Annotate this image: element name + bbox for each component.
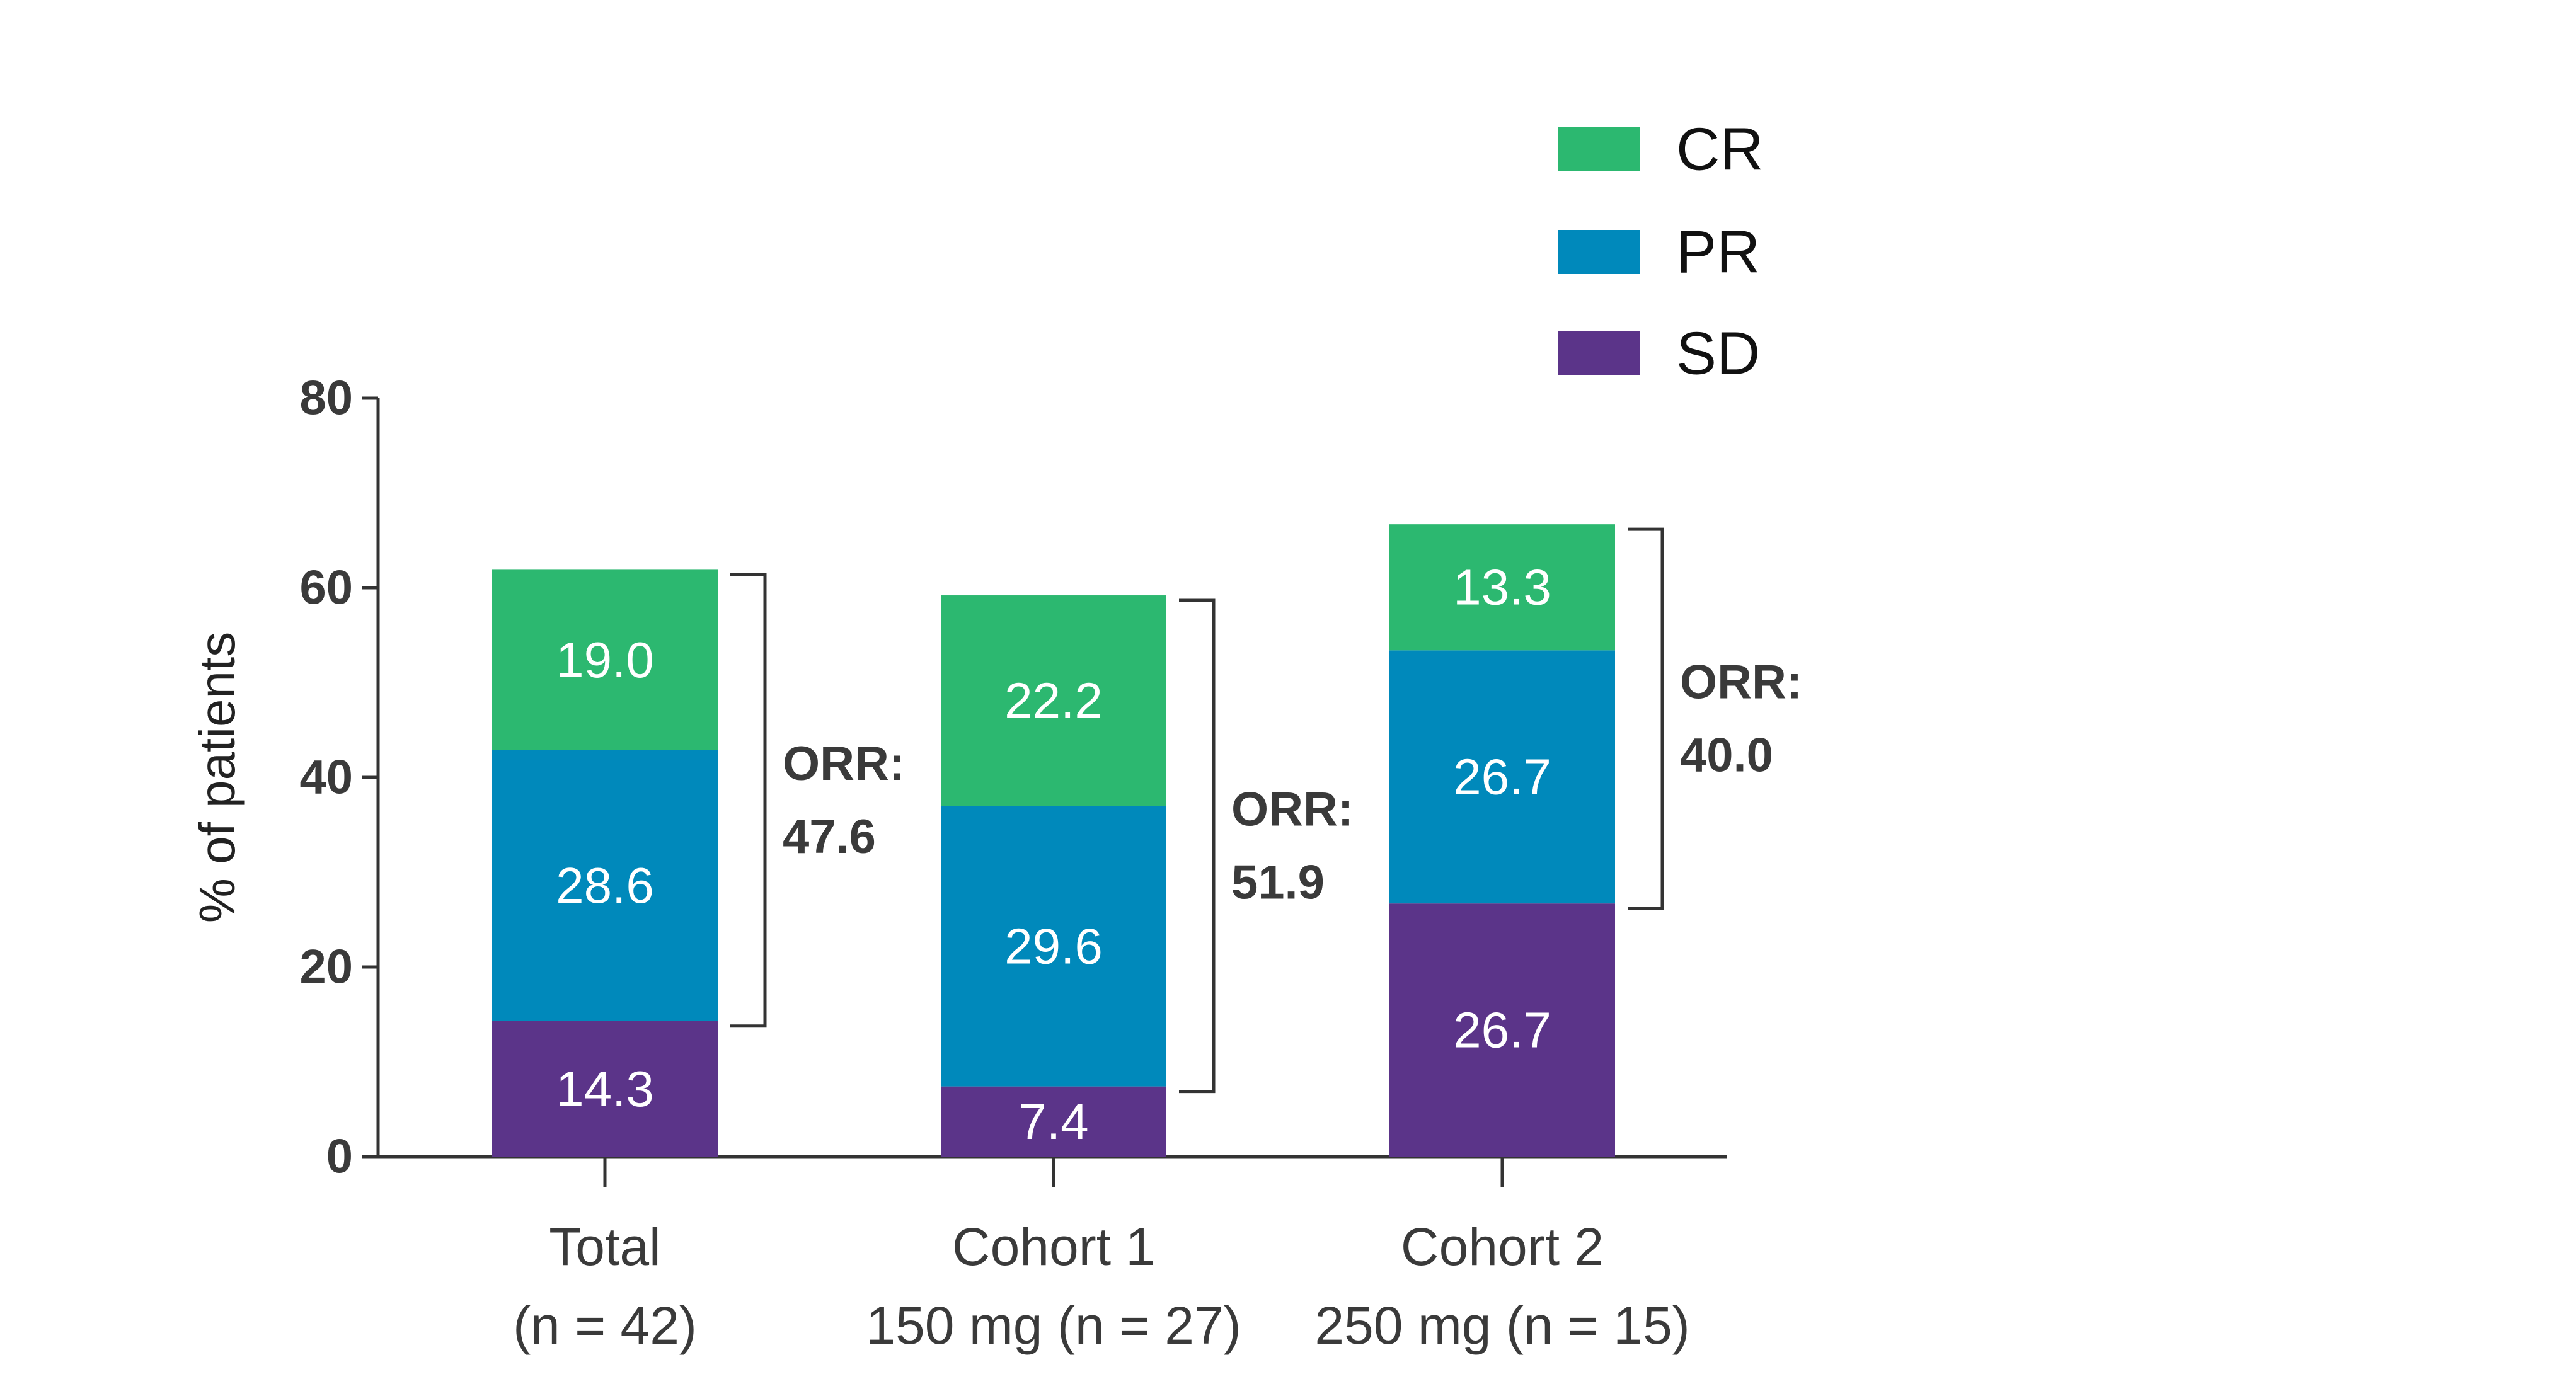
bar-segment-pr — [492, 750, 718, 1021]
bar-segment-cr — [941, 595, 1166, 806]
orr-value: 47.6 — [783, 810, 876, 864]
orr-bracket — [1628, 527, 1664, 910]
y-axis-title: % of patients — [189, 632, 245, 924]
bar-segment-pr — [941, 806, 1166, 1087]
category-sublabel: 150 mg (n = 27) — [866, 1296, 1241, 1355]
bar-value-label: 28.6 — [556, 857, 654, 913]
y-tick-label: 40 — [299, 751, 353, 804]
bar-value-label: 7.4 — [1018, 1094, 1088, 1150]
legend-label-pr: PR — [1676, 219, 1760, 286]
bar-segment-sd — [1389, 903, 1615, 1157]
category-label: Cohort 1 — [952, 1217, 1155, 1276]
category-sublabel: 250 mg (n = 15) — [1314, 1296, 1689, 1355]
bar-value-label: 26.7 — [1453, 1002, 1551, 1058]
category-label: Total — [549, 1217, 660, 1276]
legend-label-sd: SD — [1676, 320, 1760, 387]
bar-segment-sd — [941, 1086, 1166, 1157]
legend-swatch-sd — [1558, 331, 1640, 375]
orr-bracket — [730, 573, 767, 1028]
orr-label: ORR: — [1231, 782, 1354, 836]
bar-value-label: 29.6 — [1004, 918, 1103, 974]
orr-value: 51.9 — [1231, 855, 1325, 909]
bar-segment-cr — [492, 569, 718, 750]
bar-value-label: 22.2 — [1004, 673, 1103, 729]
bar-value-label: 26.7 — [1453, 749, 1551, 805]
orr-label: ORR: — [1680, 656, 1802, 709]
y-tick-label: 20 — [299, 941, 353, 994]
bar-value-label: 14.3 — [556, 1061, 654, 1117]
y-tick-label: 60 — [299, 561, 353, 615]
y-tick-label: 80 — [299, 372, 353, 425]
legend-label-cr: CR — [1676, 116, 1764, 183]
orr-label: ORR: — [783, 737, 905, 791]
bar-segment-cr — [1389, 524, 1615, 651]
bar-segment-pr — [1389, 650, 1615, 904]
bar-segment-sd — [492, 1021, 718, 1157]
legend-swatch-pr — [1558, 230, 1640, 274]
bar-value-label: 13.3 — [1453, 559, 1551, 615]
legend-swatch-cr — [1558, 127, 1640, 171]
orr-value: 40.0 — [1680, 729, 1773, 782]
y-tick-label: 0 — [326, 1130, 353, 1184]
category-label: Cohort 2 — [1401, 1217, 1604, 1276]
category-sublabel: (n = 42) — [513, 1296, 697, 1355]
bar-value-label: 19.0 — [556, 632, 654, 688]
orr-bracket — [1179, 598, 1216, 1094]
